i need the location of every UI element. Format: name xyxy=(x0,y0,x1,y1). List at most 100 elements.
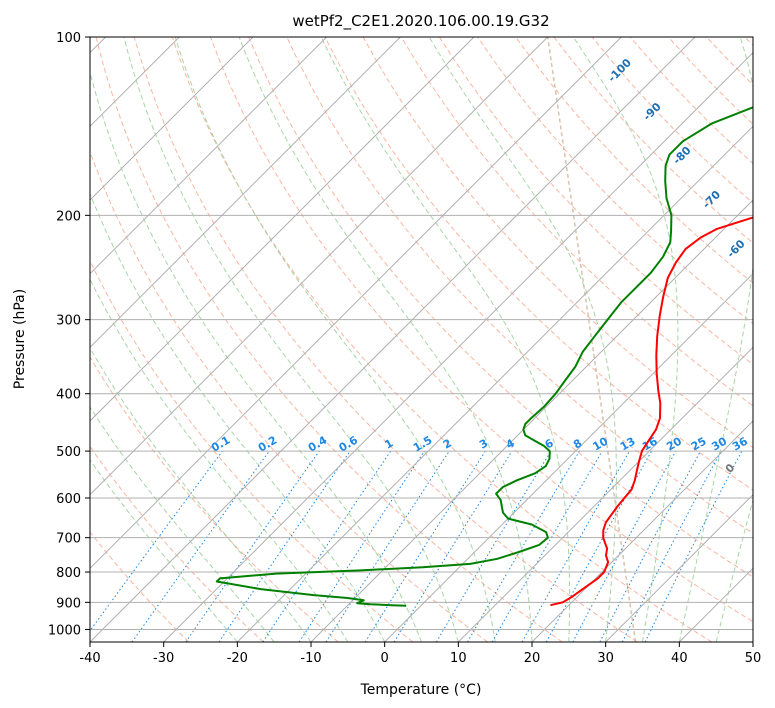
mixing-ratio-line xyxy=(185,450,320,642)
profile-line-1 xyxy=(215,106,753,607)
dry-adiabat-line xyxy=(210,37,753,623)
dry-adiabat-line xyxy=(90,150,488,642)
moist-adiabat-line xyxy=(238,37,533,642)
isotherm-gridline xyxy=(236,125,753,642)
mixing-ratio-line xyxy=(572,450,677,642)
moist-adiabat-line xyxy=(90,347,312,642)
dry-adiabat-label: -50 xyxy=(752,283,775,306)
dry-adiabat-line xyxy=(90,531,190,642)
y-tick-label: 800 xyxy=(56,566,81,581)
moist-adiabat-line xyxy=(90,459,238,642)
x-tick-label: 40 xyxy=(671,651,688,666)
dry-adiabat-line xyxy=(248,37,753,578)
dry-adiabat-line xyxy=(515,37,753,284)
y-tick-label: 1000 xyxy=(48,623,81,638)
mixing-ratio-label: 2 xyxy=(441,437,454,452)
plot-area: 0.1 0.2 0.4 0.6 1 1.5 2 3 4 6 8 10 13 16 20 25 30 36-100-… xyxy=(90,37,775,642)
dry-adiabat-line xyxy=(668,37,753,125)
moist-adiabat-line xyxy=(90,70,422,642)
dry-adiabat-label: -60 xyxy=(724,237,747,260)
x-tick-label: 50 xyxy=(745,651,762,666)
mixing-ratio-line xyxy=(467,450,580,642)
x-axis-label: Temperature (°C) xyxy=(360,682,482,698)
plot-frame xyxy=(89,36,754,643)
mixing-ratio-line xyxy=(393,450,513,642)
isotherm-gridline xyxy=(605,493,753,642)
mixing-ratio-line xyxy=(325,450,450,642)
mixing-ratio-line xyxy=(298,450,425,642)
y-tick-label: 900 xyxy=(56,596,81,611)
y-tick-label: 200 xyxy=(56,209,81,224)
isotherm-gridline xyxy=(90,37,549,496)
dry-adiabat-line xyxy=(400,37,753,407)
dry-adiabat-label: -90 xyxy=(641,100,664,123)
mixing-ratio-line xyxy=(90,450,223,632)
dry-adiabat-label: -80 xyxy=(670,144,693,167)
x-tick-label: -40 xyxy=(79,651,100,666)
moist-adiabat-line xyxy=(320,37,571,642)
x-tick-label: -10 xyxy=(300,651,321,666)
y-tick-label: 300 xyxy=(56,314,81,329)
mixing-ratio-line xyxy=(599,450,701,642)
isotherm-gridline xyxy=(310,199,753,642)
moist-adiabat-line xyxy=(715,497,753,642)
x-tick-label: -20 xyxy=(227,651,248,666)
dry-adiabat-line xyxy=(90,356,339,642)
moist-adiabat-line xyxy=(90,406,275,642)
isotherm-gridline xyxy=(678,567,753,642)
isotherm-gridline xyxy=(90,37,622,570)
dry-adiabat-line xyxy=(706,37,753,86)
dry-adiabat-line xyxy=(744,37,753,47)
dry-adiabat-line xyxy=(171,37,712,642)
moist-adiabat-line xyxy=(174,37,496,642)
moist-adiabat-line xyxy=(428,37,617,642)
dry-adiabat-label: -100 xyxy=(605,56,634,85)
dry-adiabat-line xyxy=(90,445,264,642)
mixing-ratio-line xyxy=(131,450,270,642)
isotherm-gridline xyxy=(90,37,696,642)
x-tick-label: 0 xyxy=(381,651,389,666)
mixing-ratio-line xyxy=(521,450,630,642)
mixing-ratio-line xyxy=(262,450,392,642)
dry-adiabat-line xyxy=(133,37,638,642)
isotherm-gridline xyxy=(90,37,254,201)
dry-adiabat-line xyxy=(90,259,414,642)
x-tick-label: -30 xyxy=(153,651,174,666)
isotherm-gridline xyxy=(384,272,753,642)
moist-adiabat-line xyxy=(678,37,753,642)
isotherm-gridline xyxy=(90,37,328,275)
mixing-ratio-label: 4 xyxy=(504,436,517,451)
mixing-ratio-line xyxy=(218,450,351,642)
axes: -40 -30 -20 -10 0 10 20 30 40 5010020030040050060… xyxy=(48,31,761,666)
moist-adiabat-label: 10 xyxy=(762,490,775,510)
y-tick-label: 700 xyxy=(56,532,81,547)
y-tick-label: 600 xyxy=(56,492,81,507)
moist-adiabat-line xyxy=(123,37,459,642)
y-tick-label: 500 xyxy=(56,445,81,460)
y-axis-label: Pressure (hPa) xyxy=(12,289,28,389)
dry-adiabat-line xyxy=(438,37,753,366)
profile-line-0 xyxy=(550,216,753,607)
isotherm-gridline xyxy=(531,420,753,642)
isotherm-gridline xyxy=(457,346,753,642)
mixing-ratio-label: 1 xyxy=(382,437,395,452)
isotherm-gridline xyxy=(90,37,401,349)
isotherm-gridline xyxy=(752,641,753,642)
moist-adiabat-line xyxy=(572,37,679,642)
x-tick-label: 20 xyxy=(524,651,541,666)
dry-adiabat-line xyxy=(591,37,753,204)
mixing-ratio-line xyxy=(644,450,743,642)
dry-adiabat-line xyxy=(95,37,563,642)
moist-adiabat-line xyxy=(90,278,349,642)
dry-adiabat-label: -70 xyxy=(700,188,723,211)
isotherm-gridline xyxy=(90,37,475,422)
chart-title: wetPf2_C2E1.2020.106.00.19.G32 xyxy=(292,12,549,31)
y-tick-label: 100 xyxy=(56,31,81,46)
dry-adiabat-line xyxy=(324,37,753,491)
y-tick-label: 400 xyxy=(56,388,81,403)
x-tick-label: 30 xyxy=(597,651,614,666)
mixing-ratio-line xyxy=(621,450,722,642)
x-tick-label: 10 xyxy=(450,651,467,666)
isotherm-gridline xyxy=(163,51,753,642)
